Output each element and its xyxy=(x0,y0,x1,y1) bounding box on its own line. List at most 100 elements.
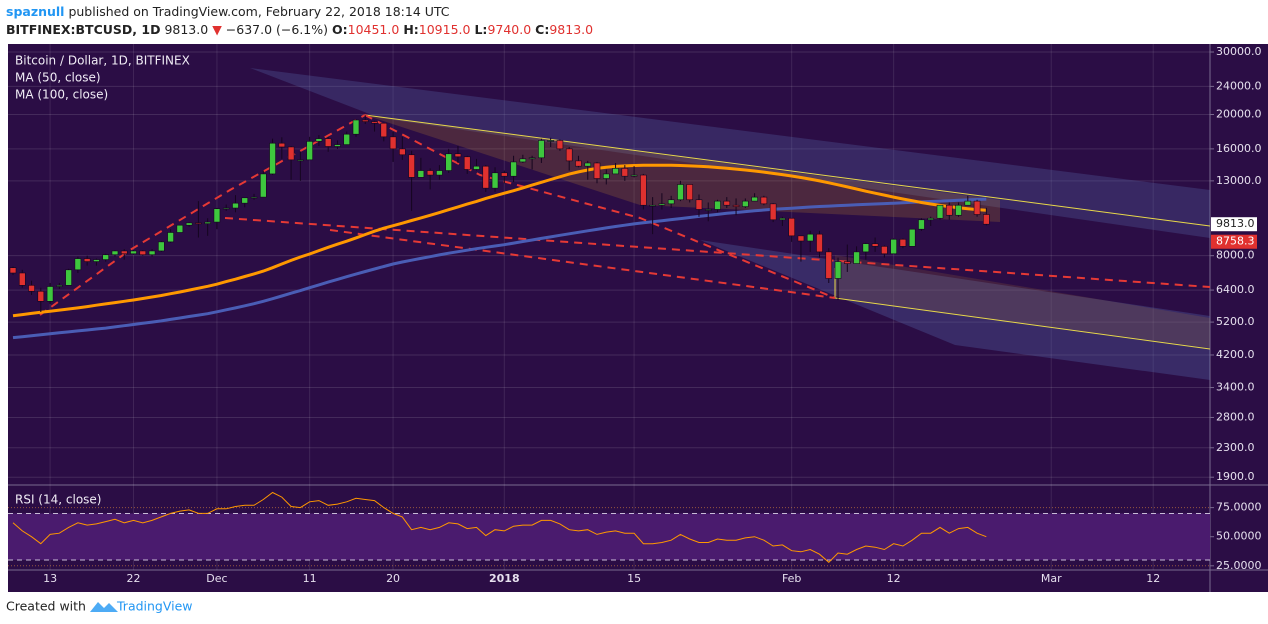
y-tick-label: 30000.0 xyxy=(1216,45,1262,58)
candle-body xyxy=(473,165,480,170)
candle-body xyxy=(871,243,879,247)
arrow: ▼ xyxy=(212,22,222,37)
candle-body xyxy=(399,148,406,156)
x-tick-label: 15 xyxy=(627,572,641,585)
candle-body xyxy=(278,142,286,148)
candle-body xyxy=(649,204,656,207)
labels: 30000.0 24000.0 20000.0 16000.0 13000.0 8000.… xyxy=(43,45,1261,585)
candle-body xyxy=(945,204,953,216)
last: 9813.0 xyxy=(164,22,208,37)
candle-body xyxy=(714,200,721,210)
candle-body xyxy=(445,153,452,171)
candle-body xyxy=(983,214,990,225)
candle-body xyxy=(241,197,249,204)
candle-body xyxy=(102,254,109,260)
o-value: 10451.0 xyxy=(348,22,400,37)
candle-body xyxy=(46,286,54,302)
candle-body xyxy=(120,250,128,255)
x-tick-label: Feb xyxy=(782,572,801,585)
candle-body xyxy=(816,233,823,253)
rsi-title: RSI (14, close) xyxy=(15,493,101,507)
candle-body xyxy=(899,238,907,247)
candle-body xyxy=(890,238,897,255)
dashed-trend xyxy=(364,114,836,299)
candle-body xyxy=(74,258,82,271)
candle-body xyxy=(371,121,378,124)
price-label-box xyxy=(1211,217,1257,232)
candle-body xyxy=(130,250,137,255)
legend-entry[interactable]: MA (100, close) xyxy=(15,88,108,102)
author[interactable]: spaznull xyxy=(6,4,64,19)
candle-body xyxy=(491,172,499,189)
o-label: O: xyxy=(332,22,348,37)
candle-body xyxy=(176,224,184,233)
candle-body xyxy=(788,217,795,237)
candle-body xyxy=(93,259,100,262)
y-tick-label: 25.0000 xyxy=(1216,559,1262,572)
candle-body xyxy=(482,165,490,189)
candle-body xyxy=(602,173,610,179)
legend-entry[interactable]: MA (50, close) xyxy=(15,71,101,85)
rsi-band xyxy=(8,512,1210,561)
x-tick-label: 22 xyxy=(127,572,141,585)
trendline xyxy=(834,297,1211,350)
candle-body xyxy=(908,228,916,247)
brand-logo xyxy=(90,602,118,612)
candle-body xyxy=(853,251,860,264)
candle-body xyxy=(139,250,147,256)
candle-body xyxy=(352,119,360,135)
candle-body xyxy=(797,235,805,242)
y-tick-label: 4200.0 xyxy=(1216,348,1255,361)
candle-body xyxy=(426,170,434,176)
x-tick-label: Dec xyxy=(206,572,227,585)
y-tick-label: 3400.0 xyxy=(1216,381,1255,394)
candle-body xyxy=(56,285,63,287)
candle-body xyxy=(417,170,425,178)
candle-body xyxy=(28,285,35,292)
c-label: C: xyxy=(535,22,549,37)
dashed-trend xyxy=(329,229,836,299)
candle-body xyxy=(862,243,870,253)
candle-body xyxy=(769,203,777,221)
published: published on TradingView.com, February 2… xyxy=(68,4,449,19)
candle-body xyxy=(528,157,536,160)
candle-body xyxy=(575,160,582,167)
candle-body xyxy=(538,140,545,159)
grid xyxy=(8,44,1210,570)
candle-body xyxy=(510,161,517,177)
y-tick-label: 50.0000 xyxy=(1216,530,1262,543)
candle-body xyxy=(658,203,666,206)
candle-body xyxy=(918,219,925,230)
footer-brand[interactable]: TradingView xyxy=(116,599,193,614)
x-tick-label: Mar xyxy=(1041,572,1062,585)
candle-body xyxy=(37,290,45,302)
candle-body xyxy=(760,196,768,205)
candle-body xyxy=(343,133,351,145)
candle-body xyxy=(389,136,397,150)
candle-body xyxy=(306,141,313,161)
x-tick-label: 13 xyxy=(43,572,57,585)
candle-body xyxy=(259,173,267,198)
candle-body xyxy=(547,140,554,142)
x-tick-label: 2018 xyxy=(489,572,520,585)
candle-body xyxy=(667,199,675,205)
candle-body xyxy=(148,250,156,256)
candle-body xyxy=(973,200,981,215)
candle-body xyxy=(881,246,888,255)
moving-average xyxy=(12,197,987,340)
candle-body xyxy=(213,208,221,223)
candle-body xyxy=(65,269,72,286)
candle-body xyxy=(287,146,295,161)
candle-body xyxy=(204,221,211,224)
candle-body xyxy=(732,204,740,207)
candle-body xyxy=(519,158,527,163)
candle-body xyxy=(556,140,564,150)
candle-body xyxy=(704,209,712,211)
y-tick-label: 16000.0 xyxy=(1216,142,1262,155)
y-tick-label: 75.0000 xyxy=(1216,501,1262,514)
candle-body xyxy=(723,200,731,206)
candle-body xyxy=(9,267,17,274)
candle-body xyxy=(834,261,842,279)
y-tick-label: 13000.0 xyxy=(1216,174,1262,187)
